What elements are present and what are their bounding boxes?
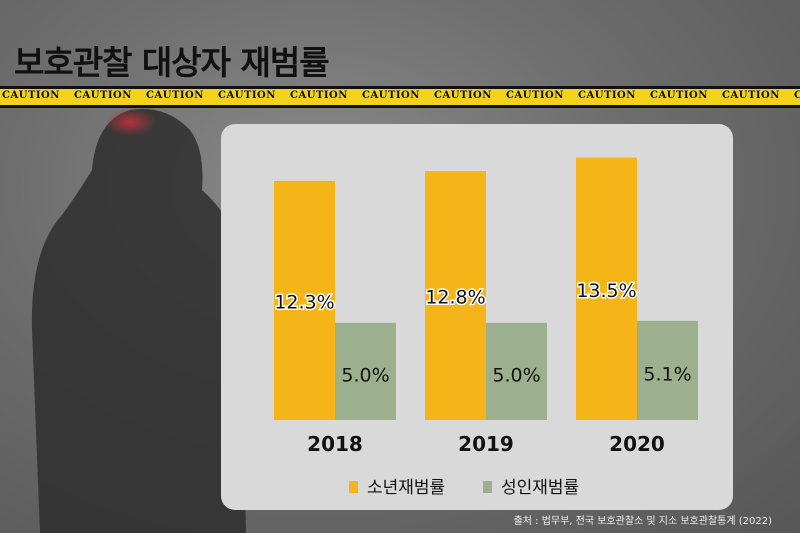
caution-tape-word: CAUTION	[434, 90, 492, 101]
caution-tape-word: CAUTION	[650, 90, 708, 101]
caution-tape-word: CAUTION	[578, 90, 636, 101]
data-label: 13.5%	[576, 280, 636, 302]
caution-tape-word: CAUTION	[2, 90, 60, 101]
data-label: 5.0%	[492, 364, 540, 386]
bar-youth-2018	[274, 180, 335, 420]
legend-label: 소년재범률	[367, 478, 445, 498]
bar-adult-2020	[637, 320, 698, 420]
page-title: 보호관찰 대상자 재범률	[14, 43, 330, 82]
legend-swatch	[349, 481, 358, 493]
legend-label: 성인재범률	[501, 478, 579, 498]
bar-youth-2019	[425, 171, 486, 420]
bar-chart: 12.3% 5.0% 2018 12.8% 5.0% 2019 13.5% 5.1% 2020 소…	[273, 157, 698, 498]
bar-youth-2020	[576, 157, 637, 421]
chart-panel: 12.3% 5.0% 2018 12.8% 5.0% 2019 13.5% 5.1% 2020 소…	[221, 124, 733, 510]
legend-swatch	[483, 481, 492, 493]
x-tick-label: 2019	[458, 432, 514, 456]
source-note: 출처 : 법무부, 전국 보호관찰소 및 지소 보호관찰통계 (2022)	[513, 516, 772, 527]
caution-tape-word: CAUTION	[290, 90, 348, 101]
caution-tape: CAUTION CAUTION CAUTION CAUTION CAUTION CAUTI…	[0, 86, 800, 108]
bar-adult-2018	[335, 322, 396, 420]
caution-tape-word: CAUTION	[74, 90, 132, 101]
bar-adult-2019	[486, 322, 547, 420]
x-tick-label: 2018	[307, 432, 363, 456]
data-label: 12.3%	[274, 291, 334, 313]
caution-tape-word: CAUTION	[794, 90, 800, 101]
caution-tape-word: CAUTION	[218, 90, 276, 101]
caution-tape-word: CAUTION	[722, 90, 780, 101]
data-label: 5.1%	[643, 363, 691, 385]
caution-tape-word: CAUTION	[506, 90, 564, 101]
x-tick-label: 2020	[609, 432, 665, 456]
data-label: 5.0%	[341, 364, 389, 386]
caution-tape-word: CAUTION	[362, 90, 420, 101]
caution-tape-word: CAUTION	[146, 90, 204, 101]
data-label: 12.8%	[425, 287, 485, 309]
